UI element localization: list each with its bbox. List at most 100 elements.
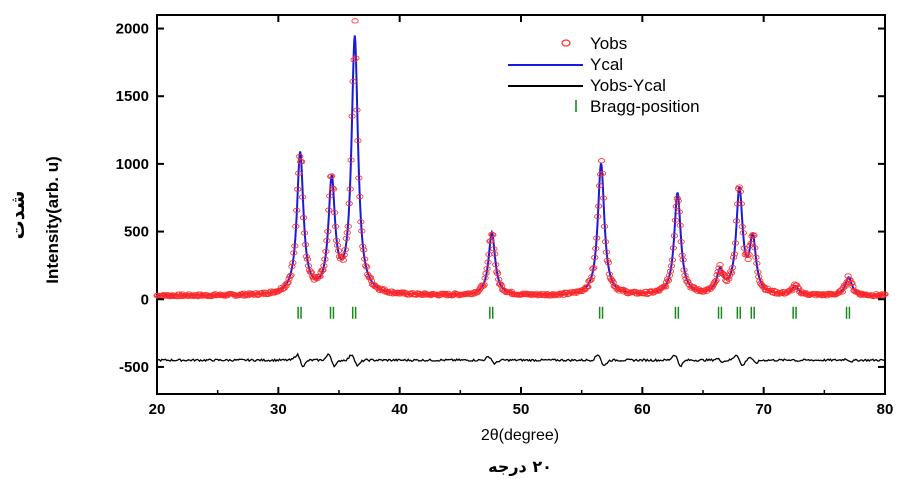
yobs-point — [716, 262, 724, 268]
yobs-point — [328, 173, 336, 179]
yobs-point — [613, 286, 621, 292]
yobs-point — [681, 272, 689, 278]
yobs-point — [184, 293, 192, 299]
yobs-point — [278, 286, 286, 293]
y-tick-label: 1000 — [116, 156, 149, 173]
yobs-point — [331, 210, 339, 216]
yobs-point — [349, 78, 357, 85]
yobs-point — [292, 223, 300, 229]
x-tick-label: 50 — [513, 401, 530, 418]
y-tick-label: 2000 — [116, 21, 149, 38]
yobs-point — [856, 291, 864, 297]
yobs-point — [485, 251, 493, 258]
yobs-point — [346, 186, 354, 192]
yobs-point — [736, 189, 744, 195]
yobs-point — [785, 288, 793, 294]
yobs-point — [603, 257, 611, 264]
yobs-point — [422, 291, 430, 297]
yobs-point — [480, 282, 488, 288]
yobs-point — [731, 240, 740, 246]
yobs-point — [601, 239, 610, 245]
legend-label: Yobs — [590, 34, 627, 53]
yobs-point — [605, 271, 613, 277]
x-axis-title: 2θ(degree) — [481, 427, 559, 444]
yobs-point — [669, 245, 677, 251]
yobs-point — [347, 157, 355, 163]
difference-line — [156, 352, 886, 368]
yobs-point — [294, 186, 302, 192]
legend-label: Bragg-position — [590, 97, 700, 116]
yobs-point — [298, 194, 307, 200]
yobs-point — [737, 201, 745, 207]
yobs-point — [793, 282, 801, 288]
yobs-point — [730, 251, 739, 257]
yobs-point — [302, 253, 311, 260]
y-axis-title-persian: شدت — [7, 191, 29, 240]
yobs-point — [333, 242, 342, 248]
yobs-point — [881, 291, 889, 297]
bragg-position-series — [297, 306, 851, 319]
legend: Yobs Ycal Yobs-Ycal Bragg-position — [503, 30, 765, 120]
yobs-point — [173, 294, 181, 300]
yobs-point — [325, 207, 333, 213]
x-axis-title-persian: ۲۰ درجه — [488, 457, 552, 476]
yobs-point — [358, 228, 366, 234]
yobs-point — [339, 257, 347, 263]
yobs-point — [351, 18, 359, 24]
x-tick-label: 70 — [755, 401, 772, 418]
yobs-point — [711, 279, 719, 285]
yobs-point — [494, 270, 502, 277]
y-axis-title: Intensity(arb. u) — [43, 156, 62, 284]
yobs-point — [662, 284, 670, 290]
yobs-point — [712, 277, 720, 284]
yobs-point — [324, 228, 332, 235]
yobs-point — [321, 256, 329, 262]
yobs-point — [348, 113, 356, 119]
yobs-point — [366, 275, 375, 281]
legend-label: Ycal — [590, 55, 623, 74]
yobs-point — [673, 195, 681, 201]
yobs-point — [747, 240, 755, 246]
yobs-point — [595, 203, 603, 209]
yobs-point — [489, 232, 497, 238]
yobs-point — [344, 223, 352, 229]
yobs-point — [300, 230, 309, 236]
yobs-point — [740, 245, 748, 251]
yobs-point — [492, 262, 500, 268]
yobs-point — [291, 243, 299, 249]
yobs-point — [599, 195, 608, 201]
yobs-point — [285, 276, 293, 282]
yobs-point — [355, 175, 363, 181]
yobs-point — [481, 275, 489, 281]
yobs-point — [680, 267, 688, 273]
yobs-point — [352, 55, 360, 61]
yobs-point — [584, 284, 592, 290]
yobs-point — [363, 264, 371, 270]
yobs-point — [587, 277, 595, 283]
yobs-point — [345, 200, 353, 207]
yobs-series — [153, 18, 889, 300]
yobs-point — [307, 269, 315, 275]
axis-ticks: 20 30 40 50 60 70 80 -500 0 500 1000 1500 2000 — [116, 15, 894, 418]
yobs-point — [715, 265, 723, 271]
yobs-point — [590, 265, 598, 271]
yobs-point — [359, 243, 367, 250]
yobs-point — [694, 288, 702, 294]
yobs-point — [593, 235, 601, 241]
x-tick-label: 40 — [391, 401, 408, 418]
yobs-point — [596, 171, 605, 177]
yobs-point — [753, 260, 761, 267]
yobs-point — [303, 256, 312, 262]
yobs-point — [602, 249, 611, 255]
x-tick-label: 80 — [877, 401, 894, 418]
yobs-point — [677, 239, 685, 245]
yobs-point — [589, 266, 597, 272]
yobs-point — [361, 256, 369, 262]
yobs-point — [289, 260, 297, 266]
yobs-point — [604, 260, 612, 266]
yobs-point — [340, 252, 348, 258]
yobs-point — [591, 254, 599, 261]
yobs-point — [487, 238, 495, 244]
yobs-point — [588, 274, 596, 280]
yobs-point — [684, 278, 692, 285]
